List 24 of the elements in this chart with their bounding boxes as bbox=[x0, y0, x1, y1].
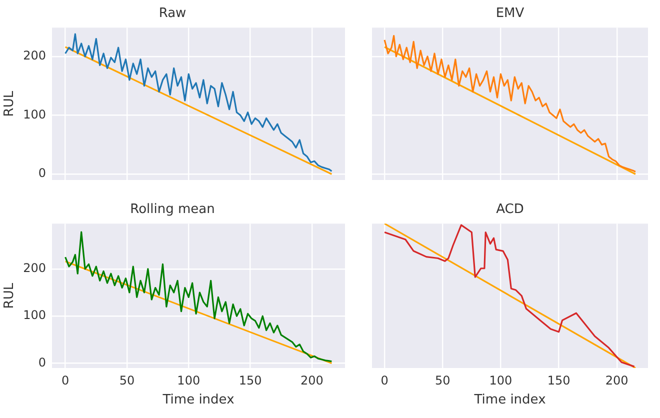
x-tick-label: 200 bbox=[300, 373, 324, 388]
x-tick-label: 50 bbox=[434, 373, 450, 388]
x-tick-label: 0 bbox=[62, 373, 70, 388]
x-axis-title: Time index bbox=[473, 392, 546, 408]
x-tick-label: 100 bbox=[177, 373, 200, 388]
y-tick-label: 100 bbox=[23, 308, 46, 322]
y-axis-title: RUL bbox=[2, 90, 18, 117]
y-tick-label: 200 bbox=[23, 48, 46, 63]
y-tick-label: 100 bbox=[23, 107, 46, 122]
y-axis-title: RUL bbox=[2, 282, 18, 309]
chart-title: Raw bbox=[158, 6, 187, 22]
x-tick-label: 150 bbox=[238, 373, 262, 388]
chart-title: Rolling mean bbox=[130, 202, 215, 218]
chart-title: EMV bbox=[496, 6, 524, 22]
y-tick-label: 0 bbox=[38, 166, 46, 180]
x-tick-label: 0 bbox=[380, 373, 388, 388]
y-tick-label: 0 bbox=[38, 355, 46, 370]
x-tick-label: 150 bbox=[547, 373, 570, 388]
y-tick-label: 200 bbox=[23, 261, 46, 276]
x-tick-label: 100 bbox=[489, 373, 512, 388]
x-axis-title: Time index bbox=[162, 392, 235, 408]
x-tick-label: 50 bbox=[119, 373, 135, 388]
chart-title: ACD bbox=[496, 202, 524, 218]
x-tick-label: 200 bbox=[605, 373, 628, 388]
